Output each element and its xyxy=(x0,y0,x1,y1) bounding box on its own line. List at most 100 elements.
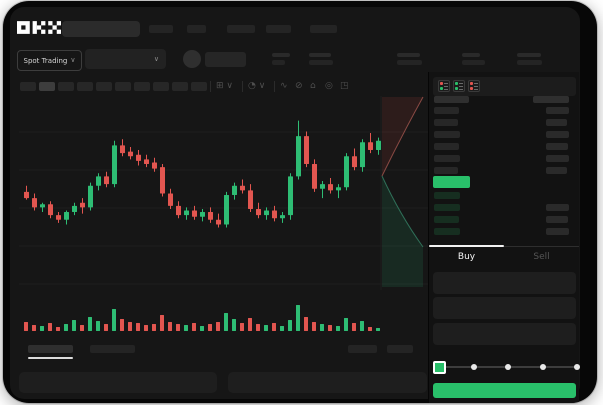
slider-stop-dot[interactable] xyxy=(574,364,580,370)
mode-line xyxy=(444,89,448,90)
bottom-panel xyxy=(19,372,217,393)
timeframe-button[interactable] xyxy=(115,82,131,91)
ask-row-price[interactable] xyxy=(434,131,460,138)
bottom-tab[interactable] xyxy=(28,345,73,353)
ask-row-amount[interactable] xyxy=(546,143,568,150)
target-icon[interactable]: ◎ xyxy=(325,81,333,91)
bid-row-amount[interactable] xyxy=(546,228,569,235)
ask-row-price[interactable] xyxy=(434,167,458,174)
timeframe-button[interactable] xyxy=(39,82,55,91)
buy-tab-indicator xyxy=(429,245,504,247)
order-form-input[interactable] xyxy=(433,323,576,345)
app-stage: Spot Trading ∨ ∨ ⊞ ∨ ◔ ∨ ∿ ⊘ ⌂ ◎ ◳ Buy Sell xyxy=(3,1,597,403)
mode-bid-swatch xyxy=(455,87,458,90)
stat-label xyxy=(309,53,331,57)
pair-selector[interactable]: ∨ xyxy=(85,49,166,69)
nav-item[interactable] xyxy=(266,25,291,33)
orderbook-toolbar xyxy=(433,77,576,96)
indicator-dropdown-icon[interactable]: ⊞ ∨ xyxy=(216,81,233,91)
mode-ask-swatch xyxy=(470,82,473,85)
timeframe-button[interactable] xyxy=(172,82,188,91)
market-type-selector[interactable]: Spot Trading ∨ xyxy=(17,50,82,71)
ask-row-price[interactable] xyxy=(434,155,460,162)
mode-bid-swatch xyxy=(440,87,443,90)
orderbook-mode-icon[interactable] xyxy=(468,80,480,92)
last-price-badge[interactable] xyxy=(433,176,470,188)
interval-dropdown-icon[interactable]: ◔ ∨ xyxy=(248,81,266,91)
stat-label xyxy=(397,53,420,57)
chevron-down-icon: ∨ xyxy=(153,54,159,63)
candlestick-chart[interactable] xyxy=(17,96,429,332)
mode-line xyxy=(459,86,463,87)
ask-row-price[interactable] xyxy=(434,119,458,126)
mode-line xyxy=(444,83,448,84)
bottom-tab[interactable] xyxy=(90,345,135,353)
instrument-avatar[interactable] xyxy=(183,50,201,68)
mode-ask-swatch xyxy=(455,82,458,85)
curve-tool-icon[interactable]: ∿ xyxy=(280,81,288,91)
orderbook-header-price xyxy=(434,96,469,103)
nav-item[interactable] xyxy=(187,25,206,33)
mode-line xyxy=(474,89,478,90)
orderbook-mode-icon[interactable] xyxy=(438,80,450,92)
toolbar-divider xyxy=(274,81,275,92)
bottom-tab-indicator xyxy=(28,357,73,359)
timeframe-button[interactable] xyxy=(96,82,112,91)
stat-value xyxy=(462,60,485,65)
ask-row-amount[interactable] xyxy=(546,155,569,162)
chevron-down-icon: ∨ xyxy=(70,56,76,64)
order-form-input[interactable] xyxy=(433,297,576,319)
stat-value xyxy=(517,60,542,65)
stat-value xyxy=(309,60,333,65)
ask-row-price[interactable] xyxy=(434,107,459,114)
mode-ask-swatch xyxy=(440,82,443,85)
bid-row-amount[interactable] xyxy=(546,204,569,211)
slider-stop-dot[interactable] xyxy=(470,364,477,370)
timeframe-button[interactable] xyxy=(191,82,207,91)
camera-icon[interactable]: ⌂ xyxy=(310,81,316,91)
orderbook-mode-icon[interactable] xyxy=(453,80,465,92)
okx-logo-glyph xyxy=(17,21,61,34)
ask-row-amount[interactable] xyxy=(546,107,569,114)
timeframe-button[interactable] xyxy=(58,82,74,91)
timeframe-button[interactable] xyxy=(77,82,93,91)
bid-row-price[interactable] xyxy=(434,192,460,199)
fullscreen-icon[interactable]: ◳ xyxy=(340,81,349,91)
trading-panel: Buy Sell xyxy=(428,72,580,403)
order-form-input[interactable] xyxy=(433,272,576,294)
slider-handle[interactable] xyxy=(433,361,446,374)
bid-row-price[interactable] xyxy=(434,216,459,223)
timeframe-button[interactable] xyxy=(134,82,150,91)
bid-row-price[interactable] xyxy=(434,228,460,235)
mode-line xyxy=(474,86,478,87)
toolbar-divider xyxy=(242,81,243,92)
ask-row-amount[interactable] xyxy=(546,131,569,138)
mode-line xyxy=(444,86,448,87)
stat-value xyxy=(272,60,285,65)
bottom-tab[interactable] xyxy=(348,345,377,353)
eraser-icon[interactable]: ⊘ xyxy=(295,81,303,91)
timeframe-button[interactable] xyxy=(20,82,36,91)
nav-item[interactable] xyxy=(149,25,173,33)
bottom-tab[interactable] xyxy=(387,345,413,353)
tab-sell[interactable]: Sell xyxy=(533,252,550,262)
stat-label xyxy=(517,53,541,57)
tab-buy[interactable]: Buy xyxy=(457,252,476,262)
buy-button[interactable] xyxy=(433,383,576,398)
bid-row-amount[interactable] xyxy=(546,216,568,223)
nav-item[interactable] xyxy=(310,25,337,33)
ask-row-price[interactable] xyxy=(434,143,459,150)
stat-label xyxy=(462,53,480,57)
ask-row-amount[interactable] xyxy=(546,167,567,174)
nav-item[interactable] xyxy=(227,25,255,33)
stat-value xyxy=(397,60,422,65)
stat-label xyxy=(272,53,290,57)
header-action-button[interactable] xyxy=(205,52,246,67)
ask-row-amount[interactable] xyxy=(546,119,567,126)
timeframe-button[interactable] xyxy=(153,82,169,91)
search-input[interactable] xyxy=(62,21,140,37)
slider-stop-dot[interactable] xyxy=(539,364,546,370)
okx-logo[interactable] xyxy=(17,20,61,35)
slider-stop-dot[interactable] xyxy=(505,364,511,370)
bid-row-price[interactable] xyxy=(434,204,460,211)
